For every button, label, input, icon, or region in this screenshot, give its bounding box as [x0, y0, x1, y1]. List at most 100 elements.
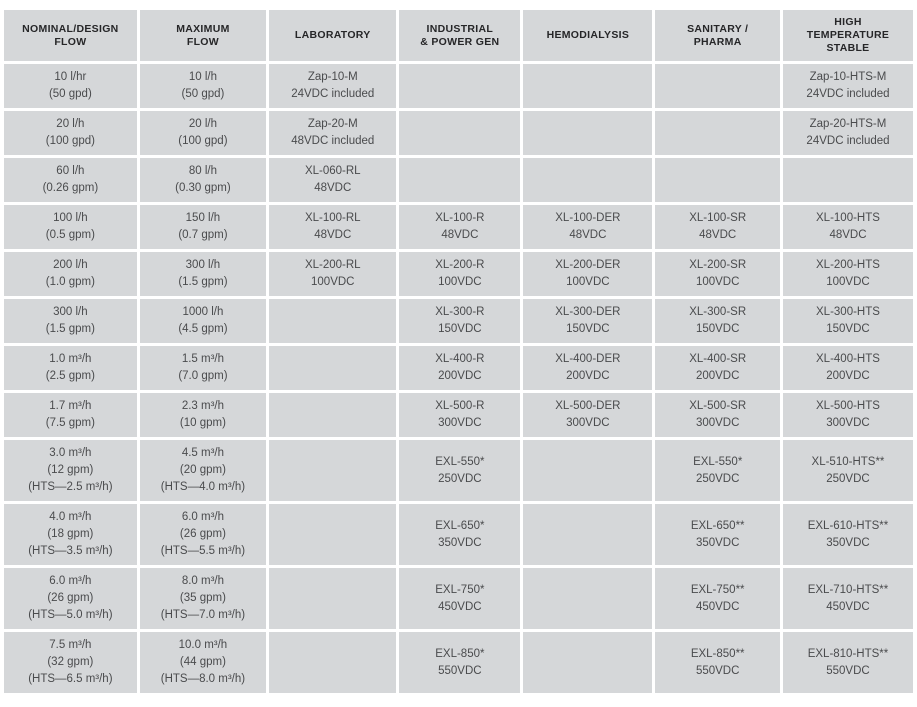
spec-cell-line: 1000 l/h: [182, 306, 224, 318]
spec-cell-line: XL-200-R: [435, 259, 485, 271]
spec-cell: XL-200-RL 100VDC: [269, 252, 397, 296]
spec-cell-line: (100 gpd): [45, 135, 95, 147]
spec-cell-line: (HTS—5.0 m³/h): [28, 609, 113, 621]
spec-cell: XL-300-DER 150VDC: [523, 299, 653, 343]
spec-cell-line: 7.5 m³/h: [49, 639, 92, 651]
spec-cell: XL-200-HTS 100VDC: [782, 252, 913, 296]
spec-cell: XL-200-DER 100VDC: [523, 252, 653, 296]
spec-cell-line: 350VDC: [826, 536, 870, 549]
spec-cell-line: 100VDC: [826, 276, 870, 288]
spec-cell-line: 300VDC: [438, 417, 482, 429]
spec-cell: EXL-750** 450VDC: [655, 568, 780, 629]
spec-cell-line: 250VDC: [438, 472, 482, 485]
spec-cell-line: (0.30 gpm): [175, 182, 231, 194]
spec-cell: XL-100-R 48VDC: [399, 205, 521, 249]
empty-cell: [269, 346, 397, 390]
table-row: 200 l/h (1.0 gpm) 300 l/h (1.5 gpm) XL-200-R…: [4, 252, 913, 296]
spec-cell-line: EXL-650*: [435, 519, 485, 532]
empty-cell: [399, 158, 521, 202]
spec-cell-line: 48VDC included: [291, 135, 375, 147]
spec-cell: 8.0 m³/h (35 gpm) (HTS—7.0 m³/h): [139, 568, 267, 629]
spec-cell: XL-400-SR 200VDC: [655, 346, 780, 390]
spec-cell: XL-100-RL 48VDC: [269, 205, 397, 249]
spec-cell-line: (HTS—7.0 m³/h): [160, 609, 246, 621]
product-spec-table: NOMINAL/DESIGN FLOW MAXIMUM FLOW LABORATORY I…: [1, 7, 916, 696]
spec-cell-line: 4.0 m³/h: [49, 511, 92, 523]
empty-cell: [269, 504, 397, 565]
spec-cell: XL-100-DER 48VDC: [523, 205, 653, 249]
spec-cell-line: XL-300-R: [435, 306, 485, 318]
spec-cell-line: 300VDC: [566, 417, 610, 429]
spec-cell: 20 l/h (100 gpd): [4, 111, 137, 155]
empty-cell: [523, 568, 653, 629]
spec-cell-line: (1.0 gpm): [45, 276, 95, 288]
spec-cell-line: XL-500-SR: [689, 400, 747, 412]
spec-cell-line: 300VDC: [826, 417, 870, 429]
spec-cell-line: XL-510-HTS**: [811, 455, 885, 468]
spec-cell-line: EXL-750*: [435, 583, 485, 596]
empty-cell: [523, 440, 653, 501]
spec-cell: EXL-850** 550VDC: [655, 632, 780, 693]
spec-cell-line: XL-100-HTS: [816, 212, 880, 224]
spec-cell-line: XL-200-DER: [555, 259, 621, 271]
spec-cell-line: XL-300-SR: [689, 306, 747, 318]
empty-cell: [523, 632, 653, 693]
column-header-laboratory: LABORATORY: [269, 10, 397, 61]
spec-cell: XL-100-HTS 48VDC: [782, 205, 913, 249]
table-row: 4.0 m³/h (18 gpm) (HTS—3.5 m³/h) 6.0 m³/h (2…: [4, 504, 913, 565]
column-header-label: LABORATORY: [294, 29, 371, 41]
table-row: 100 l/h (0.5 gpm) 150 l/h (0.7 gpm) XL-100-R…: [4, 205, 913, 249]
spec-cell-line: (100 gpd): [178, 135, 228, 147]
spec-cell-line: (0.7 gpm): [178, 229, 228, 241]
table-header: NOMINAL/DESIGN FLOW MAXIMUM FLOW LABORATORY I…: [4, 10, 913, 61]
spec-cell-line: 300 l/h: [185, 259, 221, 271]
spec-cell-line: 10 l/h: [188, 71, 217, 83]
column-header-hemodialysis: HEMODIALYSIS: [523, 10, 653, 61]
table-row: 6.0 m³/h (26 gpm) (HTS—5.0 m³/h) 8.0 m³/h (3…: [4, 568, 913, 629]
spec-cell-line: 300VDC: [695, 417, 740, 429]
spec-cell-line: 150VDC: [438, 323, 482, 335]
column-header-industrial-power-gen: INDUSTRIAL & POWER GEN: [399, 10, 521, 61]
column-header-maximum-flow: MAXIMUM FLOW: [139, 10, 267, 61]
spec-cell: XL-500-R 300VDC: [399, 393, 521, 437]
spec-cell-line: XL-400-R: [435, 353, 485, 365]
spec-cell-line: XL-500-R: [435, 400, 485, 412]
spec-cell-line: EXL-750**: [690, 583, 745, 596]
spec-cell: 7.5 m³/h (32 gpm) (HTS—6.5 m³/h): [4, 632, 137, 693]
spec-cell: 6.0 m³/h (26 gpm) (HTS—5.0 m³/h): [4, 568, 137, 629]
spec-cell: XL-500-HTS 300VDC: [782, 393, 913, 437]
column-header-nominal-design-flow: NOMINAL/DESIGN FLOW: [4, 10, 137, 61]
empty-cell: [399, 64, 521, 108]
empty-cell: [655, 111, 780, 155]
spec-cell-line: (20 gpm): [179, 464, 226, 476]
spec-cell: 60 l/h (0.26 gpm): [4, 158, 137, 202]
spec-cell-line: (26 gpm): [179, 528, 226, 540]
empty-cell: [523, 504, 653, 565]
empty-cell: [655, 158, 780, 202]
empty-cell: [655, 64, 780, 108]
spec-cell-line: (4.5 gpm): [178, 323, 228, 335]
spec-cell: EXL-710-HTS** 450VDC: [782, 568, 913, 629]
spec-cell: XL-200-SR 100VDC: [655, 252, 780, 296]
spec-cell-line: 150VDC: [566, 323, 610, 335]
spec-cell-line: XL-100-RL: [304, 212, 361, 224]
empty-cell: [782, 158, 913, 202]
spec-cell-line: (50 gpd): [181, 88, 225, 100]
spec-cell-line: 2.3 m³/h: [181, 400, 225, 412]
spec-cell-line: 20 l/h: [56, 118, 85, 130]
spec-cell-line: 450VDC: [438, 600, 482, 613]
column-header-label: NOMINAL/DESIGN: [22, 22, 119, 35]
spec-cell-line: 6.0 m³/h: [181, 511, 225, 523]
empty-cell: [269, 440, 397, 501]
spec-cell-line: XL-300-HTS: [816, 306, 880, 318]
spec-cell: 300 l/h (1.5 gpm): [4, 299, 137, 343]
spec-cell-line: (7.5 gpm): [45, 417, 95, 429]
spec-cell-line: 4.5 m³/h: [181, 447, 225, 459]
spec-cell-line: 550VDC: [695, 664, 740, 677]
spec-cell-line: 450VDC: [695, 600, 740, 613]
empty-cell: [523, 111, 653, 155]
spec-cell-line: 48VDC: [314, 182, 352, 194]
spec-cell-line: EXL-710-HTS**: [807, 583, 889, 596]
spec-cell-line: (2.5 gpm): [45, 370, 95, 382]
